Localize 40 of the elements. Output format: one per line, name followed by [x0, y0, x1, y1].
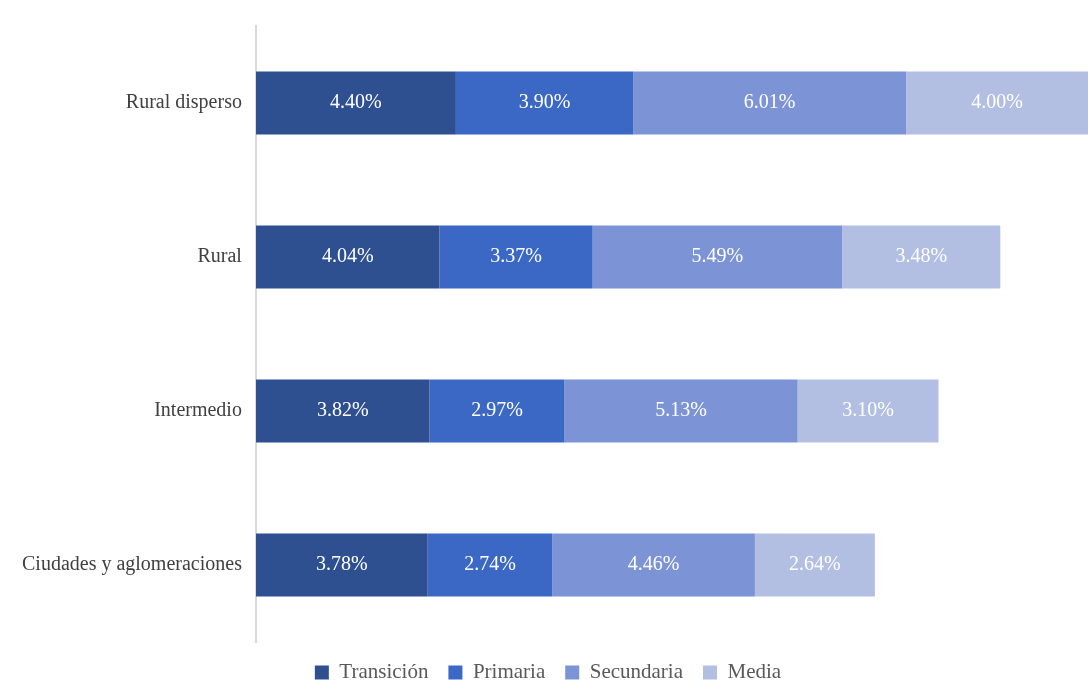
data-label: 4.46%	[627, 552, 680, 575]
bar	[255, 225, 440, 289]
legend-label: Primaria	[472, 659, 546, 684]
bar	[633, 71, 907, 135]
bar	[564, 379, 798, 443]
data-label: 3.90%	[518, 90, 571, 113]
data-label: 3.37%	[490, 244, 542, 267]
bar	[906, 71, 1088, 135]
data-label: 4.04%	[321, 244, 374, 267]
legend-label: Transición	[339, 659, 429, 684]
bar	[255, 71, 456, 135]
legend-label: Media	[727, 659, 782, 684]
data-label: 3.82%	[316, 398, 369, 421]
bar	[439, 225, 593, 289]
data-label: 2.97%	[471, 398, 523, 421]
bar	[842, 225, 1001, 289]
y-tick-label: Rural disperso	[125, 90, 242, 114]
data-label: 3.78%	[315, 552, 368, 575]
y-tick-label: Ciudades y aglomeraciones	[21, 552, 243, 576]
bar	[592, 225, 843, 289]
data-label: 6.01%	[743, 90, 796, 113]
bar	[455, 71, 634, 135]
data-label: 5.13%	[655, 398, 707, 421]
bar	[552, 533, 755, 597]
data-label: 3.48%	[895, 244, 948, 267]
bar	[255, 379, 430, 443]
y-tick-label: Intermedio	[154, 398, 242, 421]
bar	[427, 533, 553, 597]
bar	[429, 379, 565, 443]
bar	[754, 533, 875, 597]
bar	[797, 379, 939, 443]
data-label: 3.10%	[842, 398, 894, 421]
y-tick-label: Rural	[197, 244, 243, 267]
data-label: 2.74%	[464, 552, 516, 575]
data-label: 5.49%	[691, 244, 744, 267]
bar	[255, 533, 428, 597]
legend-label: Secundaria	[589, 659, 684, 684]
data-label: 4.00%	[971, 90, 1023, 113]
data-label: 2.64%	[789, 552, 841, 575]
data-label: 4.40%	[330, 90, 382, 113]
